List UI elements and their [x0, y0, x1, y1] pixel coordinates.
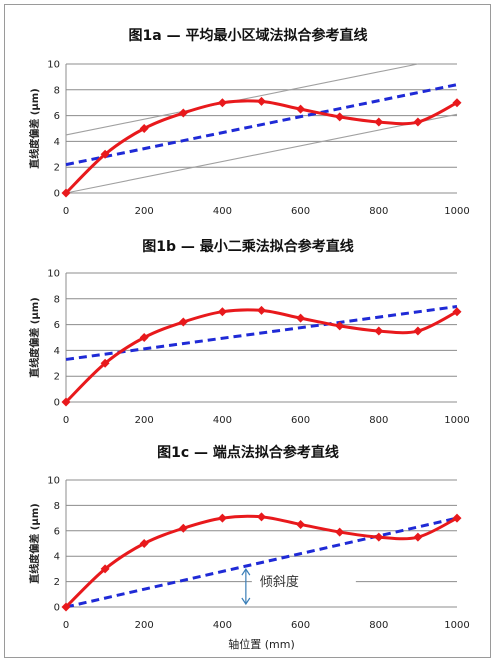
- data-point-marker: [61, 397, 71, 407]
- x-tick-label: 800: [369, 620, 388, 631]
- annotation-box: [251, 568, 356, 593]
- x-tick-label: 800: [369, 206, 388, 217]
- y-tick-label: 8: [54, 501, 60, 512]
- annotation-arrow-head-up: [241, 568, 251, 576]
- y-tick-label: 6: [54, 526, 60, 537]
- data-point-marker: [100, 564, 110, 574]
- data-point-marker: [257, 305, 266, 315]
- y-tick-label: 2: [54, 372, 60, 383]
- data-point-marker: [139, 124, 149, 133]
- deviation-curve: [64, 308, 458, 404]
- y-tick-label: 0: [54, 398, 60, 409]
- data-point-marker: [335, 527, 345, 537]
- y-tick-label: 6: [54, 320, 60, 331]
- x-tick-label: 0: [63, 206, 69, 217]
- data-point-marker: [452, 98, 462, 108]
- data-point-marker: [296, 313, 306, 323]
- data-point-marker: [296, 519, 306, 529]
- y-tick-label: 4: [54, 346, 60, 357]
- x-tick-label: 600: [291, 620, 310, 631]
- y-tick-label: 8: [54, 294, 60, 305]
- chart-panel-1: 图1a — 平均最小区域法拟合参考直线 0 2 4 6 8 10 0 200 400 600 800 1…: [28, 27, 470, 217]
- x-tick-label: 200: [135, 620, 154, 631]
- y-tick-label: 4: [54, 552, 60, 563]
- data-point-marker: [296, 104, 306, 114]
- data-point-marker: [61, 188, 71, 198]
- data-point-marker: [100, 149, 110, 159]
- chart-title: 图1c — 端点法拟合参考直线: [157, 444, 339, 461]
- y-tick-label: 10: [47, 269, 60, 280]
- data-point-marker: [374, 117, 384, 127]
- y-tick-label: 10: [47, 60, 60, 71]
- data-point-marker: [178, 317, 188, 327]
- annotation-label: 倾斜度: [260, 574, 299, 590]
- y-tick-label: 4: [54, 137, 60, 148]
- chart-panel-2: 图1b — 最小二乘法拟合参考直线 0 2 4 6 8 10 0 200 400 600 800 100…: [28, 238, 470, 426]
- chart-title: 图1b — 最小二乘法拟合参考直线: [142, 238, 354, 255]
- x-tick-label: 400: [213, 206, 232, 217]
- data-point-marker: [374, 532, 384, 542]
- y-tick-label: 6: [54, 111, 60, 122]
- reference-line: [65, 516, 458, 609]
- x-tick-label: 400: [213, 415, 232, 426]
- data-point-marker: [413, 117, 423, 127]
- data-point-marker: [217, 513, 227, 523]
- y-tick-label: 0: [54, 189, 60, 200]
- reference-line: [65, 83, 458, 167]
- data-point-marker: [139, 333, 149, 342]
- x-tick-label: 0: [63, 415, 69, 426]
- data-point-marker: [452, 307, 462, 317]
- annotation-arrow-head-down: [241, 597, 251, 606]
- data-point-marker: [257, 96, 266, 106]
- x-axis-label: 轴位置 (mm): [228, 637, 295, 651]
- y-tick-label: 0: [54, 603, 60, 614]
- data-point-marker: [61, 602, 71, 612]
- data-point-marker: [335, 321, 345, 331]
- y-axis-label: 直线度偏差 (μm): [28, 88, 41, 168]
- x-tick-label: 1000: [444, 415, 469, 426]
- x-tick-label: 200: [135, 415, 154, 426]
- data-point-marker: [257, 512, 266, 522]
- x-tick-label: 1000: [444, 620, 469, 631]
- y-axis-label: 直线度偏差 (μm): [28, 503, 41, 583]
- y-tick-label: 8: [54, 85, 60, 96]
- y-tick-label: 2: [54, 577, 60, 588]
- x-tick-label: 400: [213, 620, 232, 631]
- data-point-marker: [139, 539, 149, 548]
- data-point-marker: [452, 513, 462, 523]
- data-point-marker: [178, 523, 188, 533]
- x-tick-label: 200: [135, 206, 154, 217]
- data-point-marker: [335, 112, 345, 122]
- reference-line: [65, 305, 458, 361]
- y-tick-label: 10: [47, 476, 60, 487]
- data-point-marker: [413, 532, 423, 542]
- y-axis-label: 直线度偏差 (μm): [28, 297, 41, 377]
- x-tick-label: 1000: [444, 206, 469, 217]
- data-point-marker: [217, 98, 227, 108]
- chart-panel-3: 图1c — 端点法拟合参考直线 0 2 4 6 8 10 0 200 400 600 800 1000 直…: [28, 444, 470, 651]
- deviation-curve: [64, 99, 458, 195]
- x-tick-label: 800: [369, 415, 388, 426]
- chart-title: 图1a — 平均最小区域法拟合参考直线: [129, 27, 368, 44]
- y-tick-label: 2: [54, 163, 60, 174]
- data-point-marker: [374, 326, 384, 336]
- data-point-marker: [413, 326, 423, 336]
- x-tick-label: 600: [291, 206, 310, 217]
- x-tick-label: 600: [291, 415, 310, 426]
- x-tick-label: 0: [63, 620, 69, 631]
- data-point-marker: [217, 307, 227, 317]
- envelope-line: [65, 113, 458, 194]
- data-point-marker: [100, 358, 110, 368]
- data-point-marker: [178, 108, 188, 118]
